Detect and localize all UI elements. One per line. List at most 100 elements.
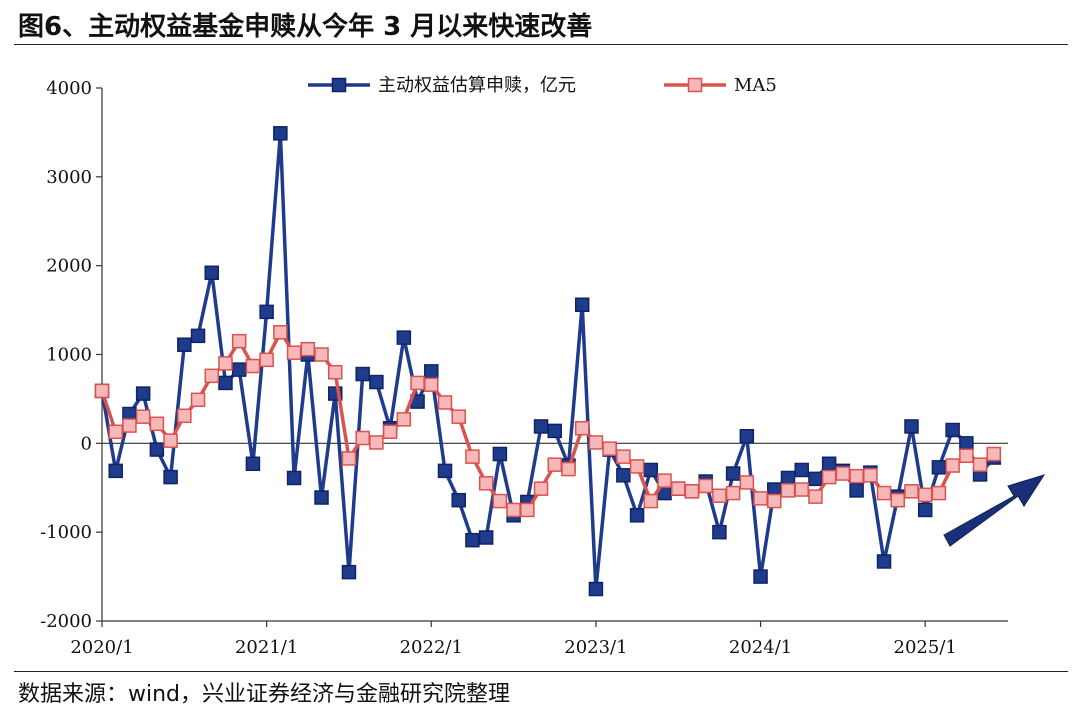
series-main-point xyxy=(588,581,604,597)
series-ma5-point xyxy=(808,489,823,504)
series-ma5-point xyxy=(424,377,439,392)
series-main-point xyxy=(574,297,590,313)
series-main-point xyxy=(876,554,892,569)
series-main-point xyxy=(725,466,741,481)
series-ma5-point xyxy=(451,409,466,424)
series-main-point xyxy=(547,423,563,439)
series-ma5-point xyxy=(533,481,549,496)
trend-arrow xyxy=(943,474,1046,547)
legend-main-label: 主动权益估算申赎，亿元 xyxy=(378,75,576,96)
series-main-point xyxy=(794,462,809,478)
series-ma5-point xyxy=(204,368,220,384)
series-ma5-point xyxy=(314,347,329,362)
series-ma5-point xyxy=(341,451,357,466)
series-main-point xyxy=(492,446,508,462)
series-main-point xyxy=(904,419,919,434)
series-main-point xyxy=(286,470,302,486)
series-main-point xyxy=(712,524,727,540)
series-main-point xyxy=(753,569,768,584)
series-ma5-point xyxy=(794,482,809,497)
source-rule xyxy=(14,671,1068,672)
y-tick-label: 4000 xyxy=(46,78,92,99)
series-main-point xyxy=(959,436,974,451)
series-ma5-point xyxy=(218,356,233,371)
series-main-point xyxy=(808,471,823,487)
series-main-point xyxy=(355,366,370,382)
series-ma5-point xyxy=(780,483,796,498)
series-ma5-point xyxy=(972,457,988,472)
series-ma5-point xyxy=(135,409,151,424)
series-ma5-point xyxy=(382,424,398,440)
series-ma5-point xyxy=(547,457,563,472)
series-ma5-point xyxy=(670,481,686,496)
series-ma5-point xyxy=(327,365,343,380)
chart-legend: 主动权益估算申赎，亿元 MA5 xyxy=(308,75,777,96)
series-ma5-point xyxy=(369,435,384,450)
series-main-point xyxy=(273,126,288,141)
y-tick-label: 1000 xyxy=(46,345,92,366)
series-ma5-point xyxy=(286,345,302,360)
series-main-point xyxy=(451,492,466,508)
x-tick-label: 2023/1 xyxy=(564,637,627,658)
series-main-point xyxy=(135,386,151,401)
series-ma5-point xyxy=(574,420,590,436)
trend-arrow-shape xyxy=(943,474,1046,547)
series-ma5-point xyxy=(917,487,933,503)
series-ma5-point xyxy=(698,478,713,494)
series-main-point xyxy=(424,364,439,379)
series-ma5-point xyxy=(520,502,535,518)
series-main-point xyxy=(917,502,933,518)
series-ma5-point xyxy=(190,392,206,408)
series-main-point xyxy=(231,362,247,377)
series-ma5-point xyxy=(478,476,494,491)
series-ma5-point xyxy=(904,484,919,499)
x-tick-label: 2024/1 xyxy=(729,637,792,658)
series-main-point xyxy=(259,304,274,320)
series-ma5-point xyxy=(149,416,165,432)
legend-main-marker xyxy=(331,77,347,93)
series-main-point xyxy=(437,463,453,479)
legend-ma5-marker xyxy=(687,77,703,93)
series-ma5 xyxy=(94,325,1002,518)
series-ma5-point xyxy=(122,418,137,433)
series-main-point xyxy=(204,265,220,281)
series-main-point xyxy=(190,328,206,344)
series-main-point xyxy=(465,532,480,548)
series-ma5-point xyxy=(465,449,480,464)
series-ma5-point xyxy=(231,333,247,349)
series-ma5-point xyxy=(931,485,947,501)
series-ma5-point xyxy=(396,412,412,427)
series-ma5-point xyxy=(725,485,741,501)
figure-title: 图6、主动权益基金申赎从今年 3 月以来快速改善 xyxy=(18,12,593,42)
series-main-point xyxy=(314,490,329,505)
series-ma5-point xyxy=(657,473,672,488)
series-ma5-point xyxy=(959,448,974,464)
series-ma5-point xyxy=(712,488,727,503)
series-main-line xyxy=(100,131,996,591)
series-main-point xyxy=(163,469,178,485)
series-ma5-point xyxy=(245,358,261,374)
series-ma5-point xyxy=(437,395,453,410)
series-main-point xyxy=(149,442,165,457)
series-main-point xyxy=(341,564,357,580)
series-ma5-point xyxy=(890,492,906,508)
series-main-point xyxy=(478,530,494,545)
series-ma5-point xyxy=(835,466,851,481)
x-tick-label: 2025/1 xyxy=(894,637,957,658)
series-ma5-point xyxy=(588,435,604,450)
series-ma5-point xyxy=(273,325,288,340)
series-ma5-point xyxy=(259,352,274,368)
y-tick-label: 0 xyxy=(81,433,92,454)
chart-axes: 4000 3000 2000 1000 0 -1000 -2000 2020/1 2021/1 2… xyxy=(40,78,1008,658)
line-chart: 4000 3000 2000 1000 0 -1000 -2000 2020/1 2021/1 2… xyxy=(40,75,1046,658)
series-ma5-point xyxy=(163,433,178,448)
y-tick-label: 2000 xyxy=(46,256,92,277)
series-main-point xyxy=(849,483,864,498)
title-rule xyxy=(14,44,1068,45)
series-main-point xyxy=(369,374,384,390)
series-ma5-point xyxy=(643,493,659,509)
series-ma5-point xyxy=(945,458,960,473)
y-tick-label: -2000 xyxy=(40,611,92,632)
series-main-point xyxy=(629,508,645,523)
series-main-point xyxy=(931,460,947,475)
